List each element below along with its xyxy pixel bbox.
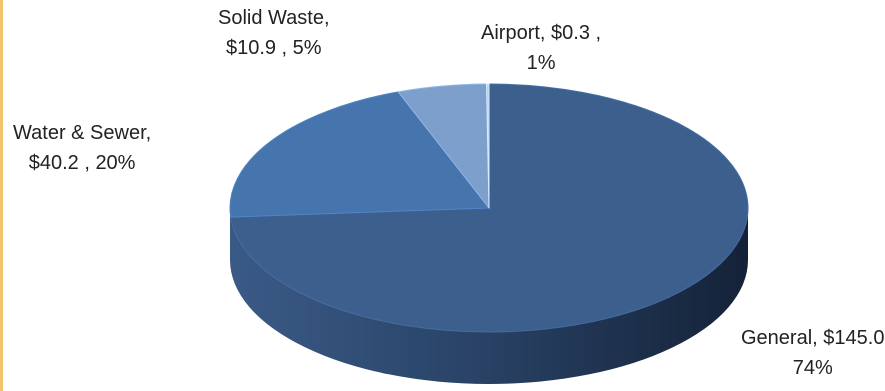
label-water-sewer: Water & Sewer, $40.2 , 20% (13, 118, 151, 178)
pie-slice-airport (486, 83, 490, 209)
pie-slice-water-sewer (229, 91, 490, 218)
pie-side-wall (230, 208, 748, 384)
label-general-line1: General, $145.0 (741, 327, 885, 349)
label-general: General, $145.0 74% (741, 323, 884, 383)
label-airport: Airport, $0.3 , 1% (481, 18, 601, 78)
label-solid-waste-line2: $10.9 , 5% (225, 37, 322, 59)
label-general-line2: 74% (792, 357, 833, 379)
label-airport-line1: Airport, $0.3 , (481, 22, 602, 44)
label-solid-waste: Solid Waste, $10.9 , 5% (218, 3, 330, 63)
label-water-sewer-line2: $40.2 , 20% (28, 152, 136, 174)
label-solid-waste-line1: Solid Waste, (218, 7, 330, 29)
pie-chart (229, 83, 749, 384)
label-airport-line2: 1% (526, 52, 556, 74)
label-water-sewer-line1: Water & Sewer, (13, 122, 152, 144)
